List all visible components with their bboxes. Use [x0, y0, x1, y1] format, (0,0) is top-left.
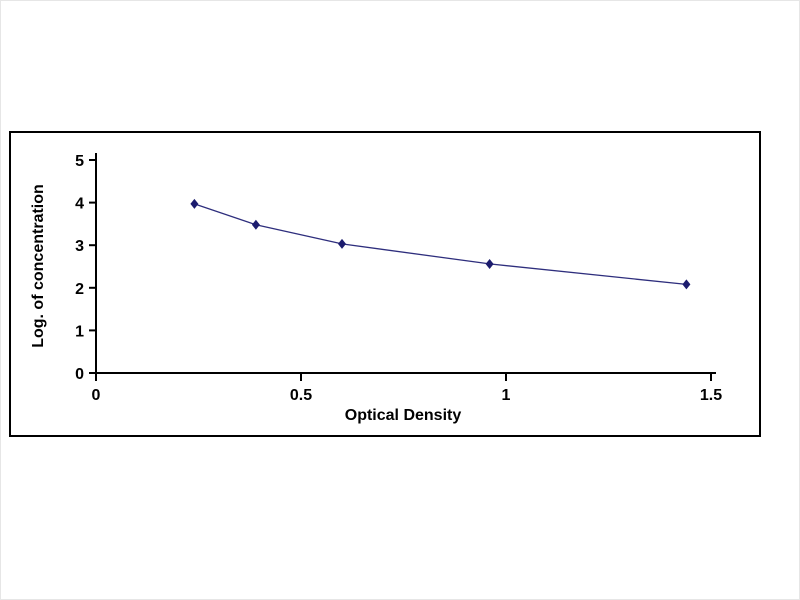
data-point-marker	[485, 258, 494, 269]
y-tick-label: 4	[75, 196, 84, 213]
plot-area: 0 0.5 1 1.5 0 1 2 3 4 5	[75, 153, 722, 404]
x-tick-label: 1	[502, 387, 511, 404]
data-point-marker	[190, 198, 199, 209]
data-point-marker	[682, 279, 691, 290]
data-line	[194, 203, 687, 286]
data-point-marker	[338, 238, 346, 249]
y-tick-label: 1	[75, 323, 84, 340]
y-tick-label: 5	[75, 153, 84, 170]
chart-frame: 0 0.5 1 1.5 0 1 2 3 4 5 Log. of concentration Opt…	[9, 131, 761, 437]
x-tick-label: 0	[92, 387, 101, 404]
data-point-marker	[251, 219, 260, 230]
x-tick-label: 0.5	[290, 387, 312, 404]
y-axis-title: Log. of concentration	[30, 184, 47, 348]
y-tick-label: 2	[75, 281, 84, 298]
x-axis-title: Optical Density	[344, 407, 462, 424]
y-tick-label: 0	[75, 366, 84, 383]
y-tick-label: 3	[75, 238, 84, 255]
x-tick-label: 1.5	[700, 387, 722, 404]
